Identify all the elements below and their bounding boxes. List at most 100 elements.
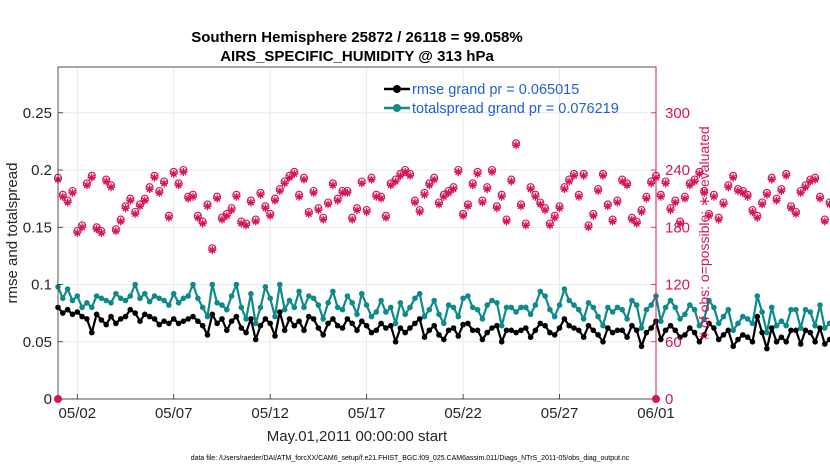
data-point (64, 306, 71, 313)
evaluated-marker (391, 177, 400, 186)
data-point (344, 316, 351, 322)
data-point (802, 306, 809, 313)
legend: rmse grand pr = 0.065015 totalspread gra… (384, 82, 619, 117)
data-point (802, 327, 809, 334)
data-point (272, 333, 278, 339)
data-point (325, 320, 331, 327)
data-point (715, 320, 722, 327)
data-point (735, 336, 741, 343)
data-point (691, 306, 698, 313)
data-point (561, 316, 568, 322)
evaluated-marker (666, 206, 675, 215)
data-point (778, 318, 785, 325)
data-point (513, 329, 519, 336)
ticks: 0 0.05 0.1 0.15 0.2 0.25 0 60 120 180 240 300 05/02 0… (23, 105, 690, 422)
data-point (219, 302, 225, 308)
evaluated-marker (232, 192, 241, 201)
data-point (696, 322, 703, 329)
data-point (619, 306, 625, 313)
evaluated-marker (777, 187, 786, 196)
evaluated-marker (550, 213, 559, 222)
evaluated-marker (463, 202, 472, 211)
evaluated-marker (381, 213, 390, 222)
data-point (508, 327, 515, 334)
y-axis-label-right: # of obs: o=possible; ∗=evaluated (696, 126, 712, 339)
evaluated-marker (78, 223, 87, 232)
evaluated-marker (449, 185, 458, 194)
data-point (696, 339, 703, 345)
data-point (744, 316, 751, 322)
evaluated-marker (627, 215, 636, 224)
y-tick-label-right: 300 (665, 105, 690, 122)
data-point (74, 309, 81, 315)
data-point (127, 306, 134, 313)
y-tick-label-left: 0.2 (31, 162, 52, 179)
evaluated-marker (261, 204, 270, 213)
data-point (590, 304, 597, 311)
data-point (402, 329, 409, 336)
data-point (402, 311, 409, 318)
data-point (412, 320, 418, 327)
data-point (180, 318, 187, 325)
data-point (161, 297, 167, 304)
evaluated-marker (58, 192, 67, 201)
data-point (354, 311, 360, 318)
data-point (363, 322, 370, 329)
evaluated-marker (328, 181, 337, 190)
evaluated-marker (555, 204, 564, 213)
data-point (349, 300, 356, 306)
evaluated-marker (806, 177, 815, 186)
data-point (547, 306, 553, 313)
evaluated-marker (377, 194, 386, 203)
data-point (662, 327, 669, 334)
evaluated-marker (801, 183, 810, 192)
data-point (725, 327, 732, 334)
data-point (257, 322, 264, 329)
data-point (585, 300, 592, 306)
data-point (759, 309, 765, 315)
data-point (281, 327, 288, 334)
evaluated-marker (246, 198, 255, 207)
evaluated-marker (724, 183, 733, 192)
data-point (214, 320, 220, 327)
data-point (629, 322, 635, 329)
data-point (238, 304, 245, 311)
y-tick-label-right: 60 (665, 334, 682, 351)
chart-title-line2: AIRS_SPECIFIC_HUMIDITY @ 313 hPa (220, 48, 494, 65)
data-point (416, 290, 423, 297)
data-point (262, 284, 269, 290)
evaluated-marker (357, 179, 366, 188)
data-point (209, 281, 216, 288)
data-point (315, 302, 322, 308)
data-point (296, 318, 302, 325)
data-point (243, 329, 249, 336)
data-point (783, 339, 789, 345)
evaluated-marker (526, 185, 535, 194)
data-point (296, 288, 302, 295)
evaluated-marker (295, 192, 304, 201)
data-point (378, 320, 384, 327)
data-point (624, 334, 630, 341)
data-point (60, 310, 66, 316)
evaluated-marker (685, 181, 694, 190)
evaluated-marker (126, 196, 135, 205)
data-point (392, 339, 399, 345)
evaluated-marker (82, 181, 91, 190)
evaluated-marker (492, 204, 501, 213)
data-point (267, 320, 274, 327)
data-point (532, 327, 539, 334)
evaluated-marker (140, 196, 149, 205)
evaluated-marker (705, 211, 714, 220)
data-point (590, 327, 597, 334)
data-point (556, 325, 563, 331)
data-point (368, 329, 375, 336)
data-point (513, 309, 519, 315)
data-point (219, 316, 225, 322)
data-point (580, 334, 587, 341)
x-tick-label: 06/01 (637, 405, 675, 422)
evaluated-marker (102, 177, 111, 186)
data-point (166, 302, 172, 308)
data-point (706, 297, 712, 304)
data-point (359, 318, 365, 325)
data-point (117, 316, 124, 322)
